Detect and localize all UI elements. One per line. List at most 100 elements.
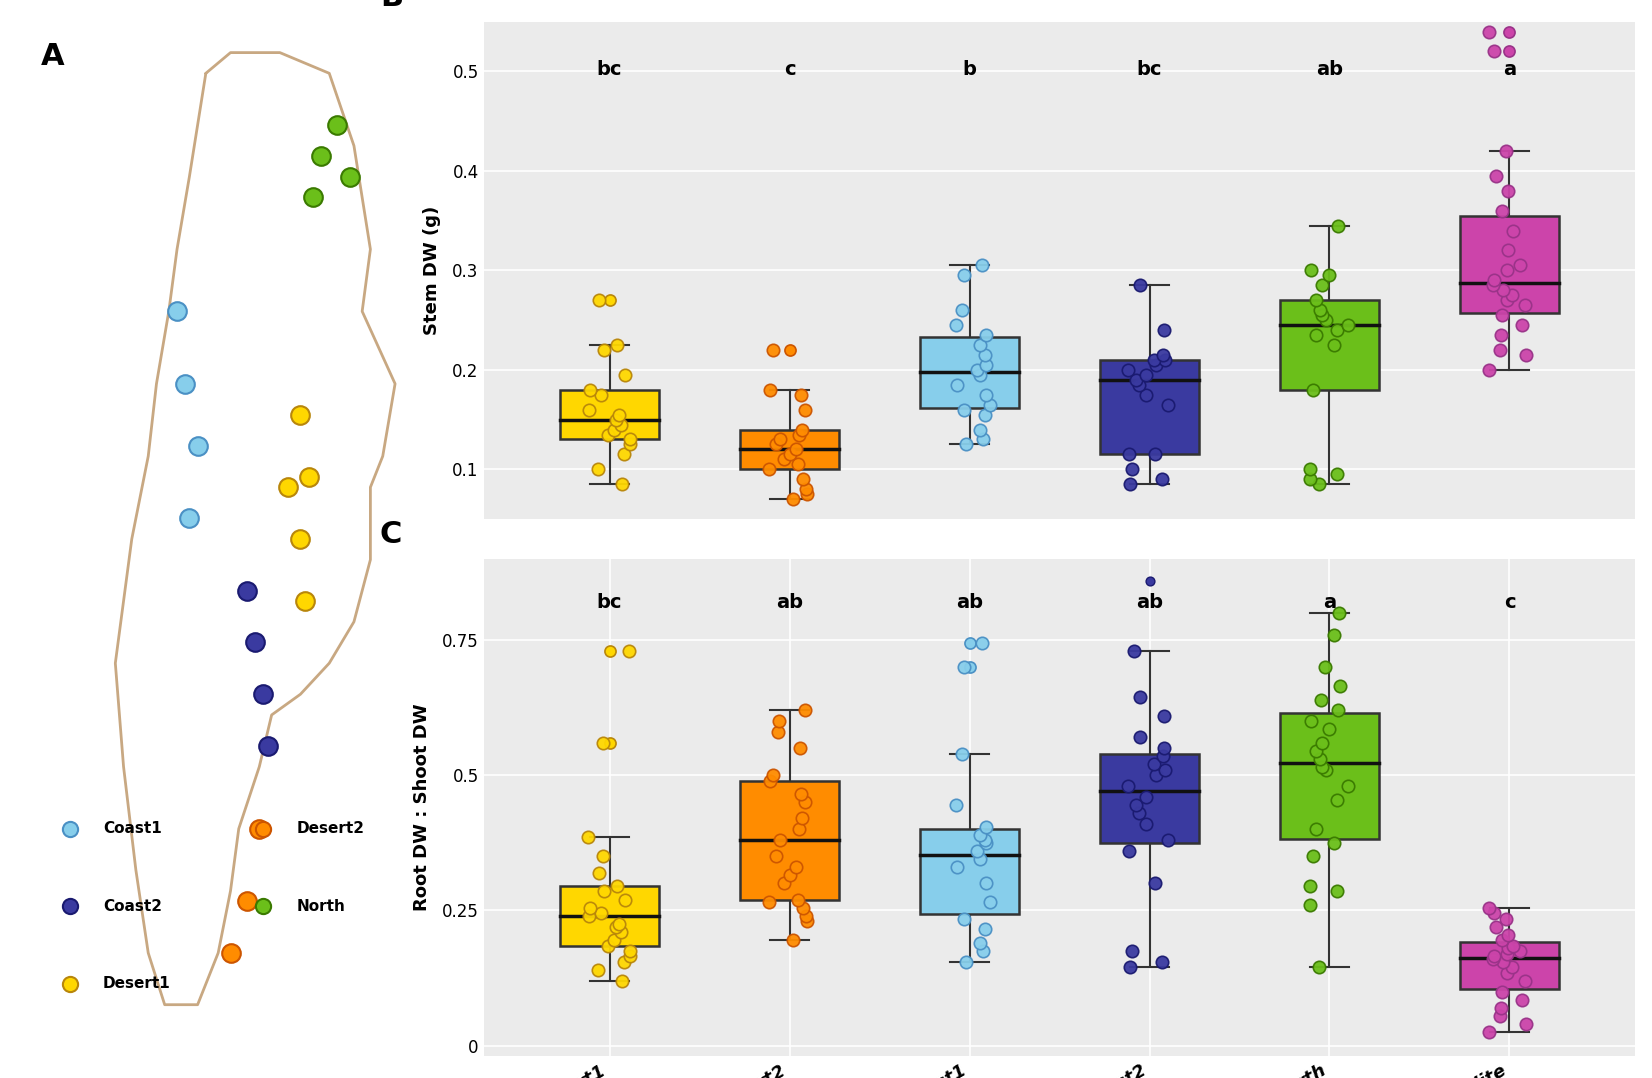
Point	[1308, 691, 1335, 708]
Point	[1120, 642, 1146, 660]
Point	[970, 942, 996, 959]
Point	[56, 898, 83, 915]
Point	[1493, 291, 1520, 308]
Point	[1490, 953, 1517, 970]
Point	[1495, 926, 1521, 943]
Bar	[560, 390, 659, 440]
Bar	[1280, 300, 1379, 390]
Point	[1480, 272, 1507, 289]
Point	[757, 460, 783, 478]
Point	[324, 116, 350, 134]
Point	[757, 772, 783, 789]
Point	[1487, 327, 1513, 344]
Text: C: C	[380, 520, 401, 549]
Point	[585, 962, 611, 979]
Point	[249, 820, 276, 838]
Point	[1512, 972, 1538, 990]
Point	[1488, 983, 1515, 1000]
Point	[1313, 761, 1340, 778]
Point	[966, 420, 993, 438]
Point	[966, 336, 993, 354]
Point	[1297, 471, 1323, 488]
Point	[791, 702, 818, 719]
Bar	[1460, 941, 1559, 989]
Point	[1127, 277, 1153, 294]
Point	[790, 471, 816, 488]
Point	[590, 847, 616, 865]
Point	[785, 892, 811, 909]
Point	[1493, 945, 1520, 963]
Point	[757, 894, 783, 911]
Point	[1143, 356, 1170, 373]
Point	[1488, 931, 1515, 949]
Point	[1115, 446, 1142, 464]
Point	[793, 913, 819, 930]
Point	[1307, 302, 1333, 319]
Point	[1127, 729, 1153, 746]
Point	[963, 842, 990, 859]
Point	[1322, 626, 1348, 644]
Point	[1320, 834, 1346, 852]
Point	[616, 431, 643, 448]
Text: c: c	[783, 60, 795, 79]
Text: a: a	[1503, 60, 1517, 79]
Point	[757, 382, 783, 399]
Point	[776, 342, 803, 359]
Point	[605, 336, 631, 354]
Point	[780, 931, 806, 949]
Point	[608, 475, 634, 493]
Point	[760, 766, 786, 784]
Point	[1497, 43, 1523, 60]
Point	[973, 356, 999, 373]
Point	[1477, 899, 1503, 916]
Point	[586, 291, 613, 308]
Point	[1327, 677, 1353, 694]
Point	[973, 874, 999, 892]
Text: B: B	[380, 0, 403, 12]
Point	[307, 148, 334, 165]
Point	[1307, 750, 1333, 768]
Point	[1305, 958, 1332, 976]
Text: North: North	[296, 899, 345, 914]
Point	[1507, 257, 1533, 274]
Point	[783, 441, 809, 458]
Point	[185, 438, 211, 455]
Point	[952, 910, 978, 927]
Point	[596, 734, 623, 751]
Point	[1137, 572, 1163, 590]
Point	[1512, 296, 1538, 314]
Text: ab: ab	[957, 593, 983, 612]
Bar	[1100, 360, 1199, 455]
Point	[943, 797, 970, 814]
Point	[1118, 460, 1145, 478]
Point	[1327, 605, 1353, 622]
Point	[1298, 713, 1325, 730]
Point	[1487, 1007, 1513, 1024]
Point	[1500, 937, 1526, 954]
Point	[616, 948, 643, 965]
Point	[1300, 847, 1327, 865]
Point	[611, 892, 638, 909]
Point	[588, 386, 615, 403]
Point	[610, 953, 636, 970]
Point	[601, 931, 628, 949]
Point	[957, 634, 983, 651]
Point	[788, 420, 814, 438]
Point	[616, 642, 643, 660]
Point	[1308, 759, 1335, 776]
Point	[943, 376, 970, 393]
Point	[973, 386, 999, 403]
Point	[1475, 361, 1502, 378]
Point	[760, 342, 786, 359]
Point	[1493, 964, 1520, 981]
Point	[1323, 466, 1350, 483]
Point	[577, 382, 603, 399]
Point	[1480, 904, 1507, 922]
Point	[1133, 386, 1160, 403]
Point	[241, 634, 268, 651]
Point	[586, 863, 613, 881]
Point	[1508, 317, 1535, 334]
Point	[274, 479, 301, 496]
Point	[767, 431, 793, 448]
Point	[1475, 1023, 1502, 1040]
